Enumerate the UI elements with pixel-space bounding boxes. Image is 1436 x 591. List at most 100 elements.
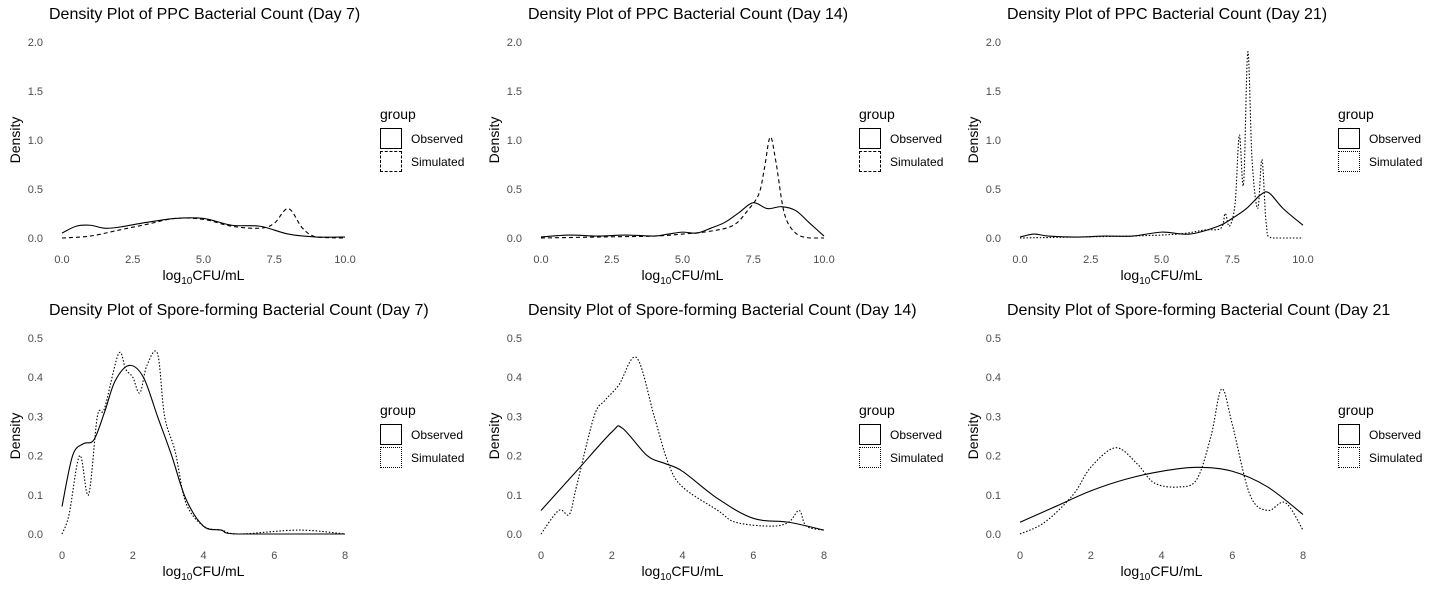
- x-axis-label: log10CFU/mL: [163, 267, 245, 287]
- y-axis-label: Density: [965, 413, 981, 460]
- x-tick-label: 0.0: [1012, 254, 1027, 266]
- y-tick-label: 0.1: [507, 490, 522, 502]
- legend-item: Simulated: [859, 446, 957, 469]
- x-tick-label: 6: [271, 550, 277, 562]
- x-tick-label: 4: [200, 550, 206, 562]
- chart-title: Density Plot of Spore-forming Bacterial …: [1007, 302, 1391, 319]
- series-line-simulated: [61, 208, 346, 239]
- y-tick-label: 0.0: [986, 529, 1001, 541]
- x-tick-label: 7.5: [1225, 254, 1240, 266]
- legend-item: Simulated: [1338, 446, 1436, 469]
- x-tick-label: 8: [342, 550, 348, 562]
- legend-key: [380, 128, 402, 149]
- legend: group Observed Simulated: [1338, 106, 1436, 173]
- chart-svg: 0.0 0.1 0.2 0.3 0.4 0.5 0 2 4 6 8 log10CFU/mL Densit…: [486, 333, 827, 583]
- x-tick-label: 10.0: [813, 254, 834, 266]
- y-tick-label: 0.5: [507, 333, 522, 345]
- y-tick-label: 0.0: [28, 529, 43, 541]
- x-tick-label: 8: [1300, 550, 1306, 562]
- chart-ppc-day14: Density Plot of PPC Bacterial Count (Day…: [479, 0, 957, 295]
- y-tick-label: 0.0: [986, 233, 1001, 245]
- legend: group Observed Simulated: [380, 402, 478, 469]
- chart-title: Density Plot of Spore-forming Bacterial …: [49, 302, 429, 319]
- y-tick-label: 1.5: [986, 86, 1001, 98]
- y-tick-label: 0.4: [986, 372, 1001, 384]
- series-line-observed: [61, 364, 345, 535]
- legend: group Observed Simulated: [859, 106, 957, 173]
- legend-key: [1338, 424, 1360, 445]
- legend-label: Simulated: [1369, 450, 1423, 465]
- legend-key: [380, 424, 402, 445]
- legend-title: group: [859, 402, 895, 418]
- x-tick-label: 2: [609, 550, 615, 562]
- series-line-observed: [1019, 191, 1304, 238]
- legend-item: Simulated: [380, 446, 478, 469]
- series-line-observed: [540, 202, 825, 238]
- y-tick-label: 0.0: [507, 233, 522, 245]
- x-tick-label: 2.5: [1083, 254, 1098, 266]
- x-tick-label: 0.0: [533, 254, 548, 266]
- x-tick-label: 7.5: [267, 254, 282, 266]
- legend-item: Observed: [859, 423, 957, 446]
- y-tick-label: 0.5: [28, 184, 43, 196]
- legend: group Observed Simulated: [1338, 402, 1436, 469]
- y-tick-label: 0.2: [507, 451, 522, 463]
- y-tick-label: 0.5: [986, 184, 1001, 196]
- y-axis-label: Density: [486, 413, 502, 460]
- x-axis-label: log10CFU/mL: [1121, 267, 1203, 287]
- series-line-simulated: [540, 356, 825, 535]
- legend-key: [859, 128, 881, 149]
- legend-key: [380, 151, 402, 172]
- series-line-observed: [540, 425, 825, 531]
- x-axis-label: log10CFU/mL: [642, 267, 724, 287]
- legend-key: [859, 447, 881, 468]
- x-tick-label: 4: [679, 550, 685, 562]
- legend-label: Simulated: [411, 154, 465, 169]
- legend-label: Observed: [411, 427, 464, 442]
- x-tick-label: 4: [1158, 550, 1164, 562]
- y-tick-label: 0.0: [507, 529, 522, 541]
- legend-item: Observed: [380, 127, 478, 150]
- y-axis-label: Density: [965, 117, 981, 164]
- legend-item: Simulated: [380, 150, 478, 173]
- y-tick-label: 0.3: [507, 411, 522, 423]
- chart-title: Density Plot of PPC Bacterial Count (Day…: [528, 6, 849, 23]
- x-tick-label: 2.5: [125, 254, 140, 266]
- x-tick-label: 2.5: [604, 254, 619, 266]
- legend-key: [1338, 151, 1360, 172]
- y-tick-label: 1.5: [28, 86, 43, 98]
- x-tick-label: 6: [1229, 550, 1235, 562]
- legend-label: Observed: [890, 131, 943, 146]
- legend-label: Simulated: [411, 450, 465, 465]
- legend-item: Observed: [1338, 423, 1436, 446]
- x-tick-label: 0: [59, 550, 65, 562]
- y-tick-label: 2.0: [986, 37, 1001, 49]
- x-tick-label: 5.0: [675, 254, 690, 266]
- chart-ppc-day21: Density Plot of PPC Bacterial Count (Day…: [958, 0, 1436, 295]
- legend-label: Observed: [890, 427, 943, 442]
- y-tick-label: 1.0: [28, 135, 43, 147]
- y-tick-label: 0.3: [28, 411, 43, 423]
- x-axis-label: log10CFU/mL: [642, 563, 724, 583]
- y-tick-label: 0.2: [986, 451, 1001, 463]
- y-tick-label: 0.1: [28, 490, 43, 502]
- legend-item: Observed: [1338, 127, 1436, 150]
- y-axis-label: Density: [7, 117, 23, 164]
- y-tick-label: 0.5: [507, 184, 522, 196]
- legend-key: [859, 151, 881, 172]
- legend-key: [380, 447, 402, 468]
- legend-item: Simulated: [859, 150, 957, 173]
- y-tick-label: 0.5: [986, 333, 1001, 345]
- chart-title: Density Plot of PPC Bacterial Count (Day…: [1007, 6, 1328, 23]
- series-line-simulated: [61, 350, 346, 535]
- legend-title: group: [380, 106, 416, 122]
- legend: group Observed Simulated: [380, 106, 478, 173]
- chart-svg: 0.0 0.1 0.2 0.3 0.4 0.5 0 2 4 6 8 log10CFU/mL Densit…: [7, 333, 348, 583]
- legend-label: Observed: [1369, 131, 1422, 146]
- chart-svg: 0.0 0.5 1.0 1.5 2.0 0.0 2.5 5.0 7.5 10.0 log10CFU/…: [965, 37, 1314, 287]
- series-line-observed: [1019, 466, 1304, 523]
- series-line-simulated: [1019, 51, 1303, 239]
- legend-title: group: [380, 402, 416, 418]
- x-tick-label: 7.5: [746, 254, 761, 266]
